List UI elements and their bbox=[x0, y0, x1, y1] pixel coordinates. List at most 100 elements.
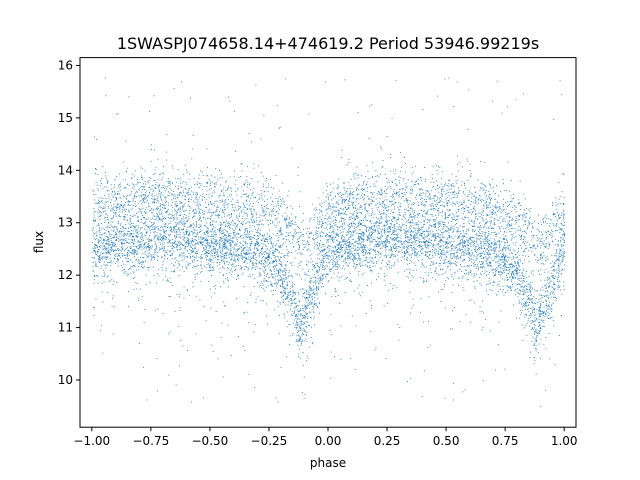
data-point bbox=[397, 240, 399, 242]
data-point bbox=[522, 231, 524, 232]
data-point bbox=[151, 239, 153, 241]
data-point bbox=[382, 235, 383, 237]
data-point bbox=[446, 209, 448, 211]
data-point bbox=[478, 234, 480, 236]
data-point bbox=[304, 272, 306, 274]
data-point bbox=[462, 249, 464, 250]
data-point bbox=[112, 221, 113, 223]
data-point bbox=[318, 197, 320, 199]
data-point bbox=[119, 240, 121, 241]
data-point bbox=[410, 378, 412, 380]
data-point bbox=[314, 300, 315, 302]
data-point bbox=[100, 268, 102, 269]
data-point bbox=[387, 303, 389, 304]
data-point bbox=[196, 255, 197, 257]
data-point bbox=[208, 194, 210, 196]
data-point bbox=[467, 253, 469, 255]
data-point bbox=[562, 203, 564, 204]
data-point bbox=[182, 190, 184, 192]
data-point bbox=[124, 204, 126, 206]
data-point bbox=[226, 241, 228, 242]
data-point bbox=[549, 286, 550, 287]
data-point bbox=[540, 254, 542, 256]
data-point bbox=[108, 243, 110, 245]
data-point bbox=[290, 314, 292, 316]
data-point bbox=[458, 237, 460, 239]
data-point bbox=[359, 220, 361, 222]
data-point bbox=[242, 215, 244, 217]
data-point bbox=[188, 191, 190, 193]
data-point bbox=[333, 219, 335, 221]
data-point bbox=[541, 258, 543, 260]
data-point bbox=[243, 286, 245, 287]
data-point bbox=[192, 266, 194, 268]
data-point bbox=[227, 280, 229, 281]
data-point bbox=[197, 192, 198, 194]
data-point bbox=[202, 237, 204, 239]
data-point bbox=[229, 239, 231, 241]
data-point bbox=[202, 199, 203, 201]
data-point bbox=[509, 230, 511, 232]
data-point bbox=[156, 208, 158, 210]
data-point bbox=[105, 202, 107, 203]
data-point bbox=[445, 280, 447, 281]
data-point bbox=[205, 239, 207, 241]
data-point bbox=[484, 247, 485, 249]
data-point bbox=[216, 215, 218, 217]
data-point bbox=[319, 267, 320, 269]
data-point bbox=[321, 273, 323, 275]
data-point bbox=[456, 215, 458, 217]
data-point bbox=[507, 241, 508, 243]
data-point bbox=[478, 268, 479, 270]
data-point bbox=[100, 183, 102, 184]
data-point bbox=[280, 199, 281, 200]
data-point bbox=[179, 263, 181, 265]
data-point bbox=[185, 221, 187, 223]
data-point bbox=[191, 260, 193, 262]
data-point bbox=[353, 191, 355, 192]
data-point bbox=[464, 183, 466, 185]
data-point bbox=[336, 202, 338, 204]
data-point bbox=[436, 250, 438, 252]
data-point bbox=[479, 306, 481, 308]
data-point bbox=[93, 233, 95, 235]
data-point bbox=[392, 233, 394, 235]
data-point bbox=[384, 247, 386, 249]
data-point bbox=[352, 197, 354, 199]
data-point bbox=[340, 249, 342, 250]
data-point bbox=[210, 296, 212, 298]
data-point bbox=[494, 219, 496, 221]
data-point bbox=[115, 262, 117, 264]
data-point bbox=[335, 291, 336, 292]
data-point bbox=[302, 220, 304, 222]
data-point bbox=[481, 231, 483, 232]
data-point bbox=[430, 261, 432, 263]
data-point bbox=[295, 313, 297, 315]
data-point bbox=[410, 224, 412, 226]
data-point bbox=[295, 292, 296, 294]
data-point bbox=[251, 213, 252, 215]
data-point bbox=[168, 214, 170, 216]
data-point bbox=[338, 235, 339, 237]
data-point bbox=[548, 309, 550, 310]
data-point bbox=[337, 204, 339, 205]
data-point bbox=[162, 217, 164, 219]
data-point bbox=[484, 254, 486, 256]
data-point bbox=[177, 240, 179, 242]
data-point bbox=[155, 188, 157, 189]
data-point bbox=[336, 268, 338, 270]
data-point bbox=[323, 244, 324, 245]
data-point bbox=[487, 242, 489, 244]
data-point bbox=[186, 237, 188, 239]
data-point bbox=[104, 203, 106, 205]
data-point bbox=[100, 185, 102, 187]
data-point bbox=[506, 273, 508, 275]
data-point bbox=[226, 252, 228, 254]
data-point bbox=[261, 207, 263, 209]
data-point bbox=[197, 243, 199, 245]
data-point bbox=[473, 302, 475, 304]
data-point bbox=[176, 225, 177, 227]
data-point bbox=[237, 199, 238, 201]
data-point bbox=[142, 198, 144, 200]
data-point bbox=[365, 264, 366, 266]
